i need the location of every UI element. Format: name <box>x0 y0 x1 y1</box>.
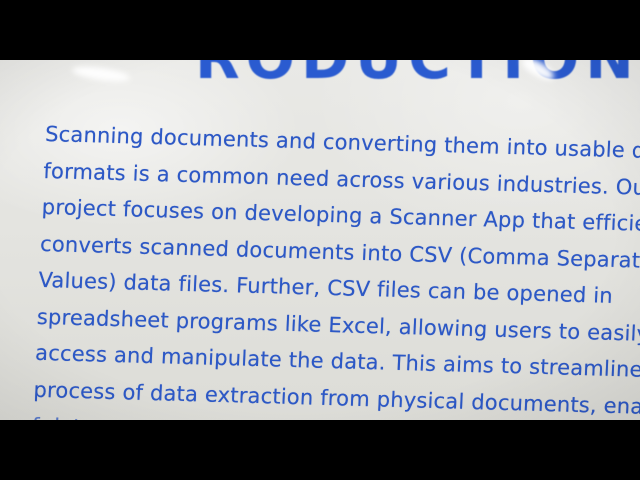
letterbox-bottom <box>0 420 640 480</box>
letterbox-top <box>0 0 640 60</box>
light-glare <box>71 64 131 84</box>
body-paragraph: Scanning documents and converting them i… <box>31 116 640 420</box>
photographed-screen: RODUCTION Scanning documents and convert… <box>0 60 640 420</box>
section-heading-cropped: RODUCTION <box>195 60 640 92</box>
